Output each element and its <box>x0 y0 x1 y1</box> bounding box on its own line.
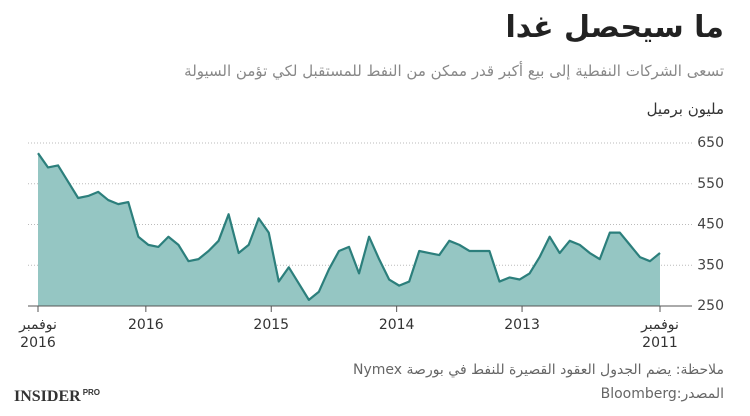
y-tick-label: 450 <box>697 217 724 233</box>
y-tick-label: 250 <box>697 298 724 314</box>
y-tick-label: 350 <box>697 257 724 273</box>
x-tick-label: 2013 <box>504 317 540 333</box>
logo-suffix: PRO <box>82 388 101 397</box>
logo-text: INSIDER <box>14 388 81 405</box>
note: ملاحظة: يضم الجدول العقود القصيرة للنفط … <box>353 362 724 378</box>
chart-subtitle: تسعى الشركات النفطية إلى بيع أكبر قدر مم… <box>184 62 724 80</box>
y-axis-label: مليون برميل <box>646 100 724 118</box>
x-tick-label: 2015 <box>253 317 290 333</box>
y-tick-label: 550 <box>697 176 724 192</box>
x-tick-label: نوفمبر 2016 <box>19 317 57 351</box>
x-tick-label: 2016 <box>128 317 164 333</box>
x-tick-label: نوفمبر 2011 <box>641 317 679 351</box>
y-tick-label: 650 <box>697 135 724 151</box>
source: المصدر:Bloomberg <box>600 386 724 402</box>
line <box>37 152 661 301</box>
area <box>38 153 660 306</box>
logo: INSIDER PRO <box>14 388 100 406</box>
x-tick-label: 2014 <box>378 317 415 333</box>
chart-title: ما سيحصل غدا <box>505 10 724 45</box>
